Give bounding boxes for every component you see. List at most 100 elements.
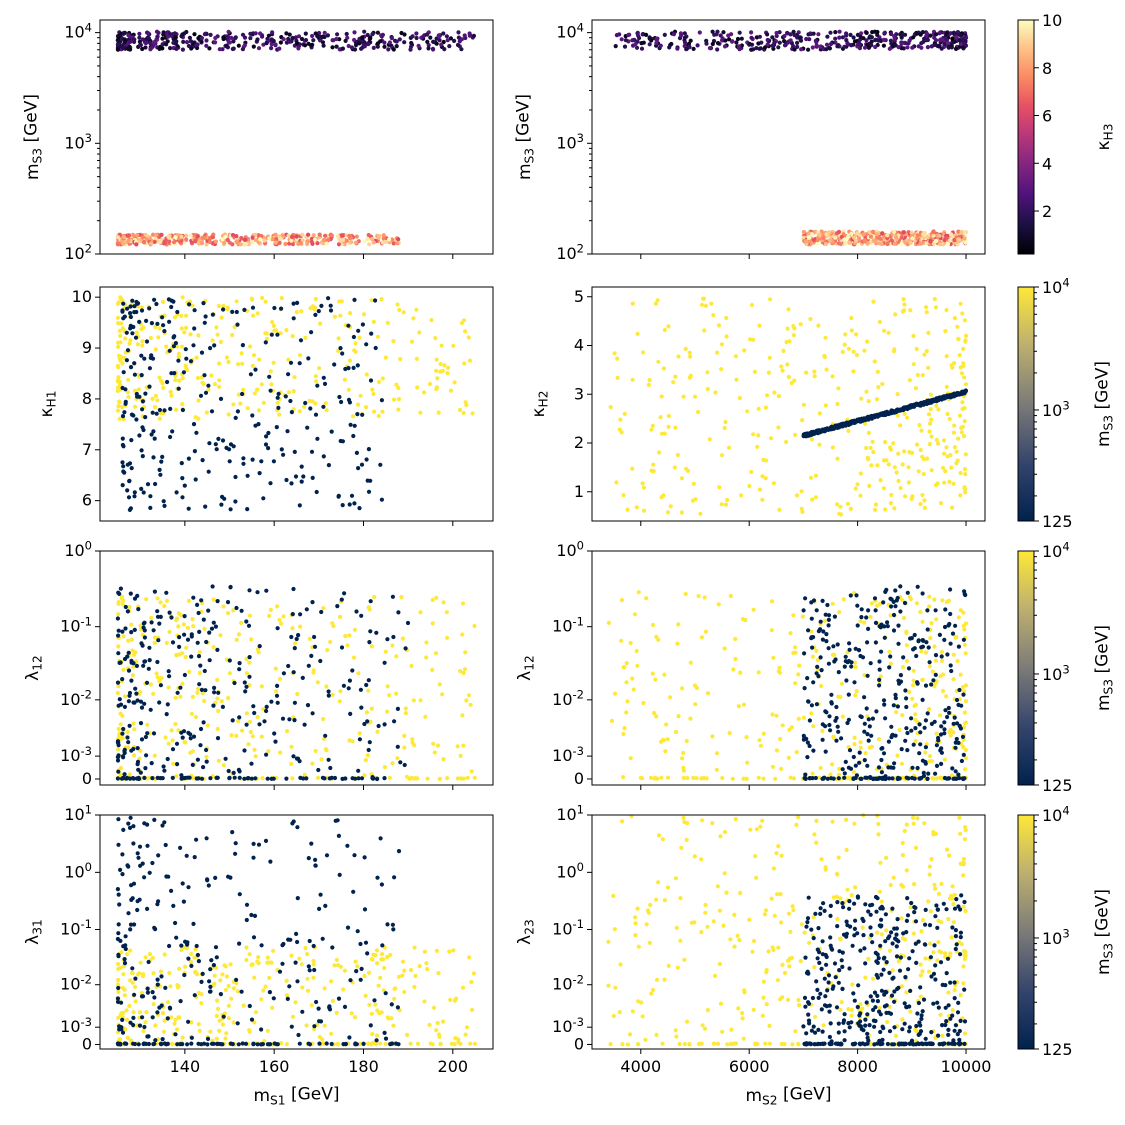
point-p21-s0	[353, 349, 358, 354]
point-p32-s0	[770, 764, 776, 769]
point-p22-s0	[739, 493, 744, 498]
point-p32-s0	[960, 685, 966, 690]
point-p41-s0	[380, 952, 385, 957]
point-p21-s1	[360, 322, 365, 327]
point-p31-s1	[116, 633, 121, 638]
point-p22-s0	[822, 355, 827, 360]
point-p22-s0	[752, 369, 758, 374]
point-p21-s1	[274, 425, 279, 430]
point-p32-s1	[881, 698, 887, 703]
point-p31-s0	[205, 723, 210, 728]
point-p11-s1	[145, 234, 150, 239]
point-p31-s1	[297, 759, 302, 764]
point-p32-s1	[840, 767, 845, 772]
point-p32-s0	[955, 659, 960, 664]
point-p11-s1	[344, 238, 349, 243]
point-p32-s1	[956, 644, 962, 649]
point-p31-s0	[246, 742, 251, 747]
point-p21-s0	[116, 377, 121, 383]
point-p11-s0	[284, 31, 289, 36]
point-p12-s0	[962, 42, 968, 47]
point-p32-s0	[877, 737, 882, 742]
point-p21-s1	[366, 489, 372, 494]
point-p12-s0	[852, 39, 858, 44]
point-p12-s0	[782, 43, 788, 48]
point-p21-s1	[285, 429, 290, 434]
point-p22-s0	[928, 421, 933, 426]
point-p21-s1	[122, 314, 127, 319]
point-p31-s0	[121, 634, 126, 639]
y-tick-label-p12: 102​	[556, 242, 584, 263]
point-p21-s1	[123, 401, 128, 406]
point-p12-s0	[900, 40, 906, 45]
point-p31-s0	[170, 738, 175, 743]
point-p21-s0	[294, 310, 299, 315]
point-p31-s1	[181, 729, 187, 734]
point-p12-s0	[955, 29, 961, 35]
point-p22-s0	[963, 486, 968, 492]
point-p31-s1	[323, 733, 328, 738]
point-p41-s0	[160, 1011, 166, 1016]
point-p41-s0	[137, 971, 142, 976]
point-p32-s0	[699, 635, 705, 640]
point-p21-s0	[117, 400, 122, 405]
point-p21-s1	[253, 367, 258, 372]
point-p12-s0	[906, 41, 911, 46]
point-p31-s1	[275, 626, 280, 631]
point-p21-s0	[279, 296, 284, 301]
point-p32-s1	[873, 608, 878, 613]
point-p32-s1	[925, 711, 930, 716]
point-p11-s1	[204, 242, 209, 247]
point-p32-s1	[961, 637, 967, 642]
point-p32-s1	[903, 738, 908, 743]
point-p31-s0	[366, 605, 371, 610]
point-p21-s0	[241, 387, 246, 392]
point-p21-s0	[115, 385, 121, 390]
point-p31-s0	[197, 671, 202, 676]
point-p21-s1	[134, 417, 139, 422]
point-p22-s0	[679, 476, 685, 481]
point-p22-s0	[813, 495, 819, 500]
point-p32-s1	[905, 730, 910, 736]
point-p32-s1	[865, 763, 870, 768]
point-p21-s1	[121, 444, 126, 449]
point-p11-s0	[409, 40, 414, 46]
point-p12-s0	[667, 45, 672, 50]
point-p32-s1	[917, 722, 922, 727]
point-p11-s1	[289, 234, 295, 239]
point-p21-s0	[193, 415, 198, 420]
point-p21-s0	[470, 411, 475, 416]
point-p31-s1	[198, 726, 204, 732]
point-p32-s1	[847, 647, 852, 652]
point-p22-s0	[915, 442, 920, 447]
point-p22-s1	[808, 431, 813, 436]
point-p21-s1	[299, 479, 304, 484]
point-p31-s0	[138, 748, 143, 753]
point-p41-s0	[214, 1013, 219, 1019]
point-p32-s0	[951, 652, 956, 657]
point-p32-s0	[788, 775, 793, 780]
point-p31-s0	[200, 691, 205, 696]
point-p11-s0	[349, 45, 354, 50]
point-p32-s0	[733, 636, 738, 642]
point-p21-s1	[173, 341, 178, 346]
point-p11-s0	[224, 43, 229, 48]
point-p22-s0	[911, 362, 916, 367]
point-p11-s0	[365, 32, 370, 38]
point-p21-s1	[220, 438, 226, 443]
point-p41-s0	[463, 1032, 468, 1037]
point-p22-s0	[957, 413, 963, 418]
point-p22-s0	[658, 415, 663, 420]
point-p32-s0	[810, 771, 815, 776]
point-p32-s1	[933, 672, 938, 678]
point-p12-s0	[630, 38, 635, 43]
point-p11-s0	[344, 31, 349, 37]
point-p12-s0	[722, 44, 728, 49]
point-p32-s1	[836, 670, 841, 675]
point-p31-s1	[262, 719, 267, 724]
point-p21-s1	[212, 343, 217, 348]
point-p32-s0	[951, 730, 956, 735]
point-p12-s1	[865, 241, 870, 246]
point-p32-s0	[780, 723, 785, 728]
point-p21-s0	[157, 326, 162, 331]
